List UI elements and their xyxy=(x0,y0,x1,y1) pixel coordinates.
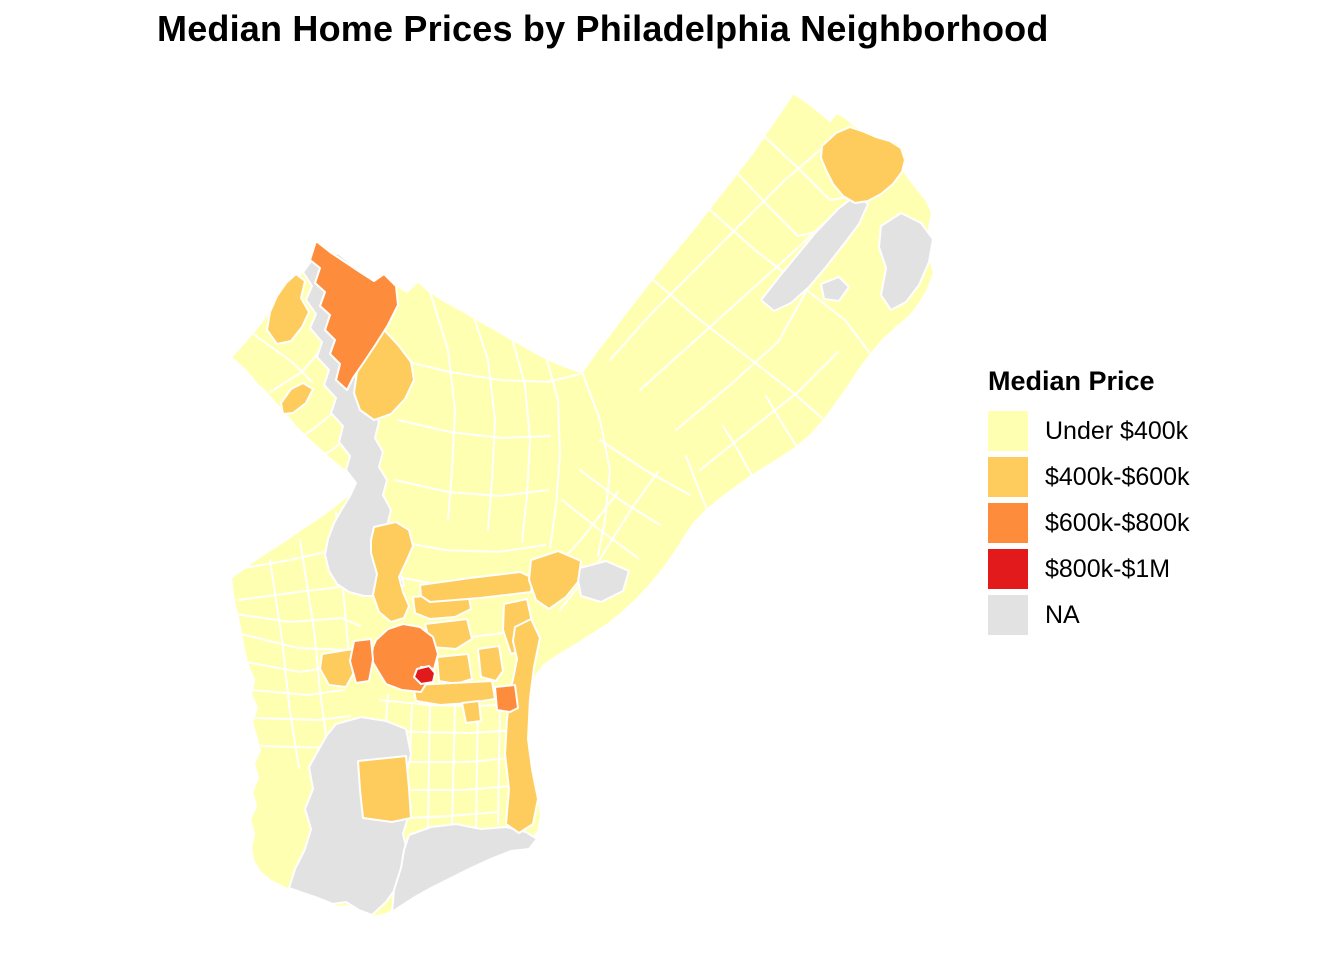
region-northeast-park-na xyxy=(760,194,869,312)
legend-label: $800k-$1M xyxy=(1045,554,1171,583)
legend-swatch xyxy=(988,595,1028,635)
legend-items: Under $400k $400k-$600k $600k-$800k $800… xyxy=(988,411,1190,635)
region-southeast-riverfront-band xyxy=(504,618,541,834)
region-northeast-small-na xyxy=(820,276,850,302)
region-northwest-sliver xyxy=(280,382,314,415)
region-south-central-patch xyxy=(357,755,412,823)
legend: Median Price Under $400k $400k-$600k $60… xyxy=(988,366,1190,641)
legend-label: $600k-$800k xyxy=(1045,508,1190,537)
legend-title: Median Price xyxy=(988,366,1155,396)
region-center-east-block xyxy=(477,645,504,682)
legend-swatch xyxy=(988,549,1028,589)
city-outline-region xyxy=(229,91,936,919)
region-center-southeast-block xyxy=(494,684,519,713)
legend-item: $800k-$1M xyxy=(988,549,1190,589)
region-navy-yard-na xyxy=(391,823,538,913)
region-northwest-west-patch xyxy=(266,273,310,345)
region-river-north-patch xyxy=(528,550,582,610)
region-upper-northwest xyxy=(309,240,399,391)
price-regions-800-1m xyxy=(413,665,436,685)
legend-swatch xyxy=(988,411,1028,451)
legend-label: $400k-$600k xyxy=(1045,462,1190,491)
region-center-mid-block xyxy=(436,653,473,685)
region-river-bend-na xyxy=(575,560,630,603)
region-central-vertical-band xyxy=(370,521,414,623)
region-center-red-block xyxy=(413,665,436,685)
legend-item: $400k-$600k xyxy=(988,457,1190,497)
region-far-northeast-pocket xyxy=(820,126,906,204)
legend-item: NA xyxy=(988,595,1190,635)
legend-label: NA xyxy=(1045,600,1080,629)
legend-item: Under $400k xyxy=(988,411,1190,451)
legend-label: Under $400k xyxy=(1045,416,1189,445)
legend-swatch xyxy=(988,457,1028,497)
region-center-south-block xyxy=(461,700,482,724)
legend-item: $600k-$800k xyxy=(988,503,1190,543)
region-upper-riverfront-na xyxy=(878,212,934,311)
region-center-north-row xyxy=(419,571,534,603)
legend-swatch xyxy=(988,503,1028,543)
region-center-west-small xyxy=(349,638,374,684)
price-regions-600-800 xyxy=(309,240,519,713)
chart-title: Median Home Prices by Philadelphia Neigh… xyxy=(157,8,1049,49)
